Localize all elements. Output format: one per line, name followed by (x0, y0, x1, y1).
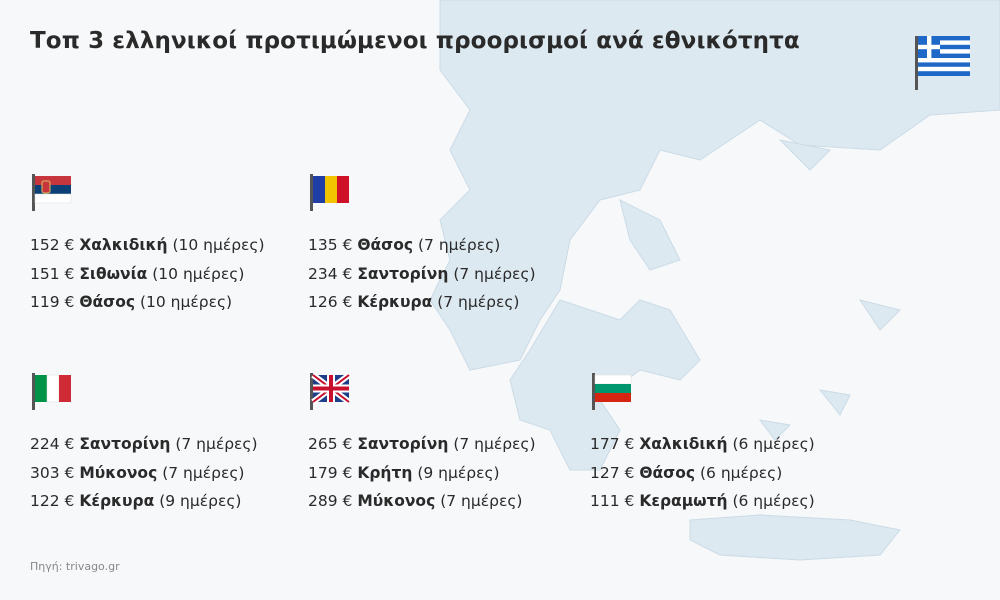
italy-group: 224 € Σαντορίνη (7 ημέρες) 303 € Μύκονος… (30, 371, 330, 516)
list-item: 127 € Θάσος (6 ημέρες) (590, 463, 783, 482)
page-title: Τοπ 3 ελληνικοί προτιμώμενοι προορισμοί … (30, 28, 800, 54)
list-item: 135 € Θάσος (7 ημέρες) (308, 236, 501, 254)
united-kingdom-flag-icon (310, 372, 351, 410)
list-item: 151 € Σιθωνία (10 ημέρες) (30, 264, 245, 283)
bulgaria-flag-icon (592, 373, 632, 410)
romania-flag-icon (310, 174, 349, 211)
list-item: 122 € Κέρκυρα (9 ημέρες) (30, 492, 242, 510)
source-note: Πηγή: trivago.gr (30, 560, 120, 573)
list-item: 303 € Μύκονος (7 ημέρες) (30, 463, 245, 482)
united-kingdom-group: 265 € Σαντορίνη (7 ημέρες) 179 € Κρήτη (… (308, 371, 608, 516)
list-item: 289 € Μύκονος (7 ημέρες) (308, 492, 523, 510)
list-item: 111 € Κεραμωτή (6 ημέρες) (590, 492, 815, 510)
list-item: 234 € Σαντορίνη (7 ημέρες) (308, 264, 536, 283)
bulgaria-group: 177 € Χαλκιδική (6 ημέρες) 127 € Θάσος (… (590, 371, 890, 516)
greece-flag-icon (915, 36, 970, 90)
list-item: 152 € Χαλκιδική (10 ημέρες) (30, 236, 265, 254)
serbia-group: 152 € Χαλκιδική (10 ημέρες) 151 € Σιθωνί… (30, 172, 330, 317)
list-item: 177 € Χαλκιδική (6 ημέρες) (590, 435, 815, 453)
list-item: 119 € Θάσος (10 ημέρες) (30, 293, 233, 311)
list-item: 179 € Κρήτη (9 ημέρες) (308, 463, 500, 482)
list-item: 126 € Κέρκυρα (7 ημέρες) (308, 293, 520, 311)
romania-group: 135 € Θάσος (7 ημέρες) 234 € Σαντορίνη (… (308, 172, 608, 317)
italy-flag-icon (32, 373, 71, 410)
list-item: 265 € Σαντορίνη (7 ημέρες) (308, 435, 536, 453)
list-item: 224 € Σαντορίνη (7 ημέρες) (30, 435, 258, 453)
serbia-flag-icon (32, 174, 72, 211)
